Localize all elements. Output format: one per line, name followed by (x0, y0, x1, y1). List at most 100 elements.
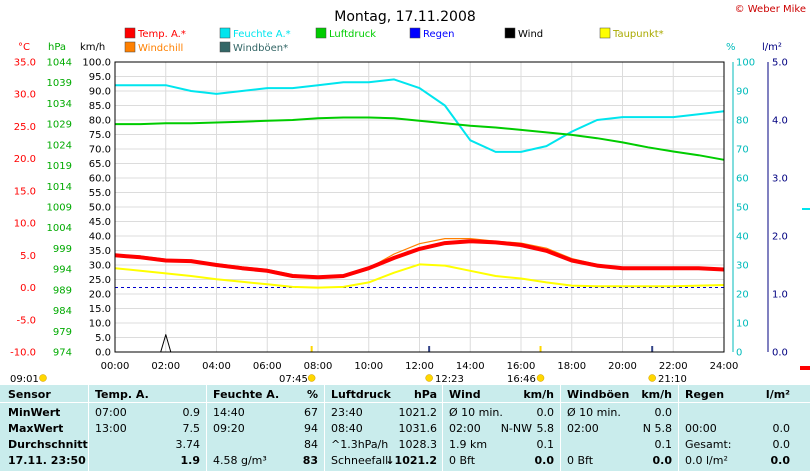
noon-label: 12:23 (435, 374, 464, 385)
x-tick-label: 06:00 (253, 361, 282, 372)
regen-time: 0.0 l/m² (685, 454, 728, 467)
axis-title-temp: °C (18, 42, 30, 53)
boeen-value: 5.8 (654, 422, 673, 435)
feuchte-value: 84 (304, 438, 318, 451)
kmh-tick-label: 45.0 (89, 217, 111, 228)
table-divider (560, 385, 561, 471)
hpa-tick-label: 1009 (47, 203, 72, 214)
table-divider (678, 385, 679, 471)
right-edge-cyan-mark (802, 208, 810, 210)
sunrise-label: 07:45 (279, 374, 308, 385)
temp-value: 7.5 (182, 422, 201, 435)
copyright-label: © Weber Mike (735, 4, 806, 15)
kmh-tick-label: 25.0 (89, 275, 111, 286)
sun-icon (425, 374, 433, 382)
pct-tick-label: 90 (736, 87, 749, 98)
x-tick-label: 18:00 (557, 361, 586, 372)
hpa-tick-label: 1034 (47, 99, 72, 110)
hpa-tick-label: 1044 (47, 58, 72, 69)
kmh-tick-label: 80.0 (89, 116, 111, 127)
axis-title-lm2: l/m² (762, 42, 782, 53)
hpa-tick-label: 1004 (47, 223, 72, 234)
table-divider (324, 385, 325, 471)
lm2-tick-label: 1.0 (772, 290, 788, 301)
kmh-tick-label: 75.0 (89, 130, 111, 141)
hpa-tick-label: 1019 (47, 161, 72, 172)
hpa-tick-label: 989 (53, 285, 72, 296)
sensor-label: MinWert (8, 406, 61, 419)
temp-tick-label: 5.0 (20, 251, 36, 262)
legend-label: Feuchte A.* (233, 29, 291, 40)
pct-tick-label: 20 (736, 290, 749, 301)
regen-time: Gesamt: (685, 438, 732, 451)
header-regen-unit: l/m² (765, 388, 790, 401)
hpa-tick-label: 999 (53, 244, 72, 255)
sunset-label: 21:10 (658, 374, 687, 385)
temp-tick-label: 20.0 (14, 154, 36, 165)
moon-label: 16:46 (507, 374, 536, 385)
kmh-tick-label: 20.0 (89, 290, 111, 301)
sun-icon (648, 374, 656, 382)
sun-icon (39, 374, 47, 382)
kmh-tick-label: 100.0 (82, 58, 111, 69)
sensor-label: MaxWert (8, 422, 64, 435)
legend-label: Luftdruck (329, 29, 376, 40)
lm2-tick-label: 0.0 (772, 348, 788, 359)
x-tick-label: 08:00 (304, 361, 333, 372)
kmh-tick-label: 60.0 (89, 174, 111, 185)
legend-swatch (409, 27, 421, 39)
table-divider (88, 385, 89, 471)
temp-value: 3.74 (175, 438, 201, 451)
header-regen: Regen (685, 388, 725, 401)
luftdruck-value: ↓1021.2 (385, 453, 437, 468)
hpa-tick-label: 1024 (47, 140, 72, 151)
kmh-tick-label: 90.0 (89, 87, 111, 98)
legend-label: Wind (518, 29, 543, 40)
kmh-tick-label: 50.0 (89, 203, 111, 214)
feuchte-time: 14:40 (213, 406, 245, 419)
boeen-value: 0.1 (654, 438, 673, 451)
luftdruck-value-text: 1021.2 (394, 454, 437, 467)
header-temp: Temp. A. (95, 388, 149, 401)
temp-tick-label: -5.0 (16, 315, 36, 326)
axis-title-kmh: km/h (80, 42, 105, 53)
lm2-tick-label: 3.0 (772, 174, 788, 185)
legend: Temp. A.* Feuchte A.* Luftdruck Regen Wind Ta… (124, 27, 664, 54)
wind-value: 5.8 (536, 422, 555, 435)
legend-label: Regen (423, 29, 455, 40)
pct-tick-label: 70 (736, 145, 749, 156)
feuchte-value: 94 (304, 422, 318, 435)
feuchte-time: 09:20 (213, 422, 245, 435)
hpa-tick-label: 1014 (47, 182, 72, 193)
header-windboeen-unit: km/h (641, 388, 672, 401)
plot-frame (114, 61, 725, 353)
temp-tick-label: 35.0 (14, 58, 36, 69)
x-tick-label: 16:00 (507, 361, 536, 372)
header-feuchte: Feuchte A. (213, 388, 280, 401)
pct-tick-label: 30 (736, 261, 749, 272)
wind-time: Ø 10 min. (449, 406, 503, 419)
x-tick-label: 10:00 (354, 361, 383, 372)
series-line-tempa (114, 239, 725, 280)
legend-label: Taupunkt* (612, 29, 664, 40)
luftdruck-time: ^1.3hPa/h (331, 438, 389, 451)
regen-time: 00:00 (685, 422, 717, 435)
pct-tick-label: 60 (736, 174, 749, 185)
luftdruck-time: 23:40 (331, 406, 363, 419)
temp-tick-label: 30.0 (14, 90, 36, 101)
kmh-tick-label: 10.0 (89, 319, 111, 330)
x-tick-label: 00:00 (101, 361, 130, 372)
kmh-tick-label: 5.0 (95, 333, 111, 344)
luftdruck-time: Schneefall (331, 454, 389, 467)
table-row: Durchschnitt 3.74 84 ^1.3hPa/h 1028.3 1.9 km 0… (0, 437, 810, 452)
kmh-tick-label: 15.0 (89, 304, 111, 315)
boeen-time: 0 Bft (567, 454, 594, 467)
series-line-feuchtea (115, 78, 725, 153)
boeen-value: 0.0 (654, 406, 673, 419)
temp-time: 07:00 (95, 406, 127, 419)
x-tick-label: 24:00 (710, 361, 739, 372)
legend-swatch (124, 27, 136, 39)
wind-time: 02:00 (449, 422, 481, 435)
hpa-tick-label: 984 (53, 306, 72, 317)
sensor-label: Durchschnitt (8, 438, 88, 451)
